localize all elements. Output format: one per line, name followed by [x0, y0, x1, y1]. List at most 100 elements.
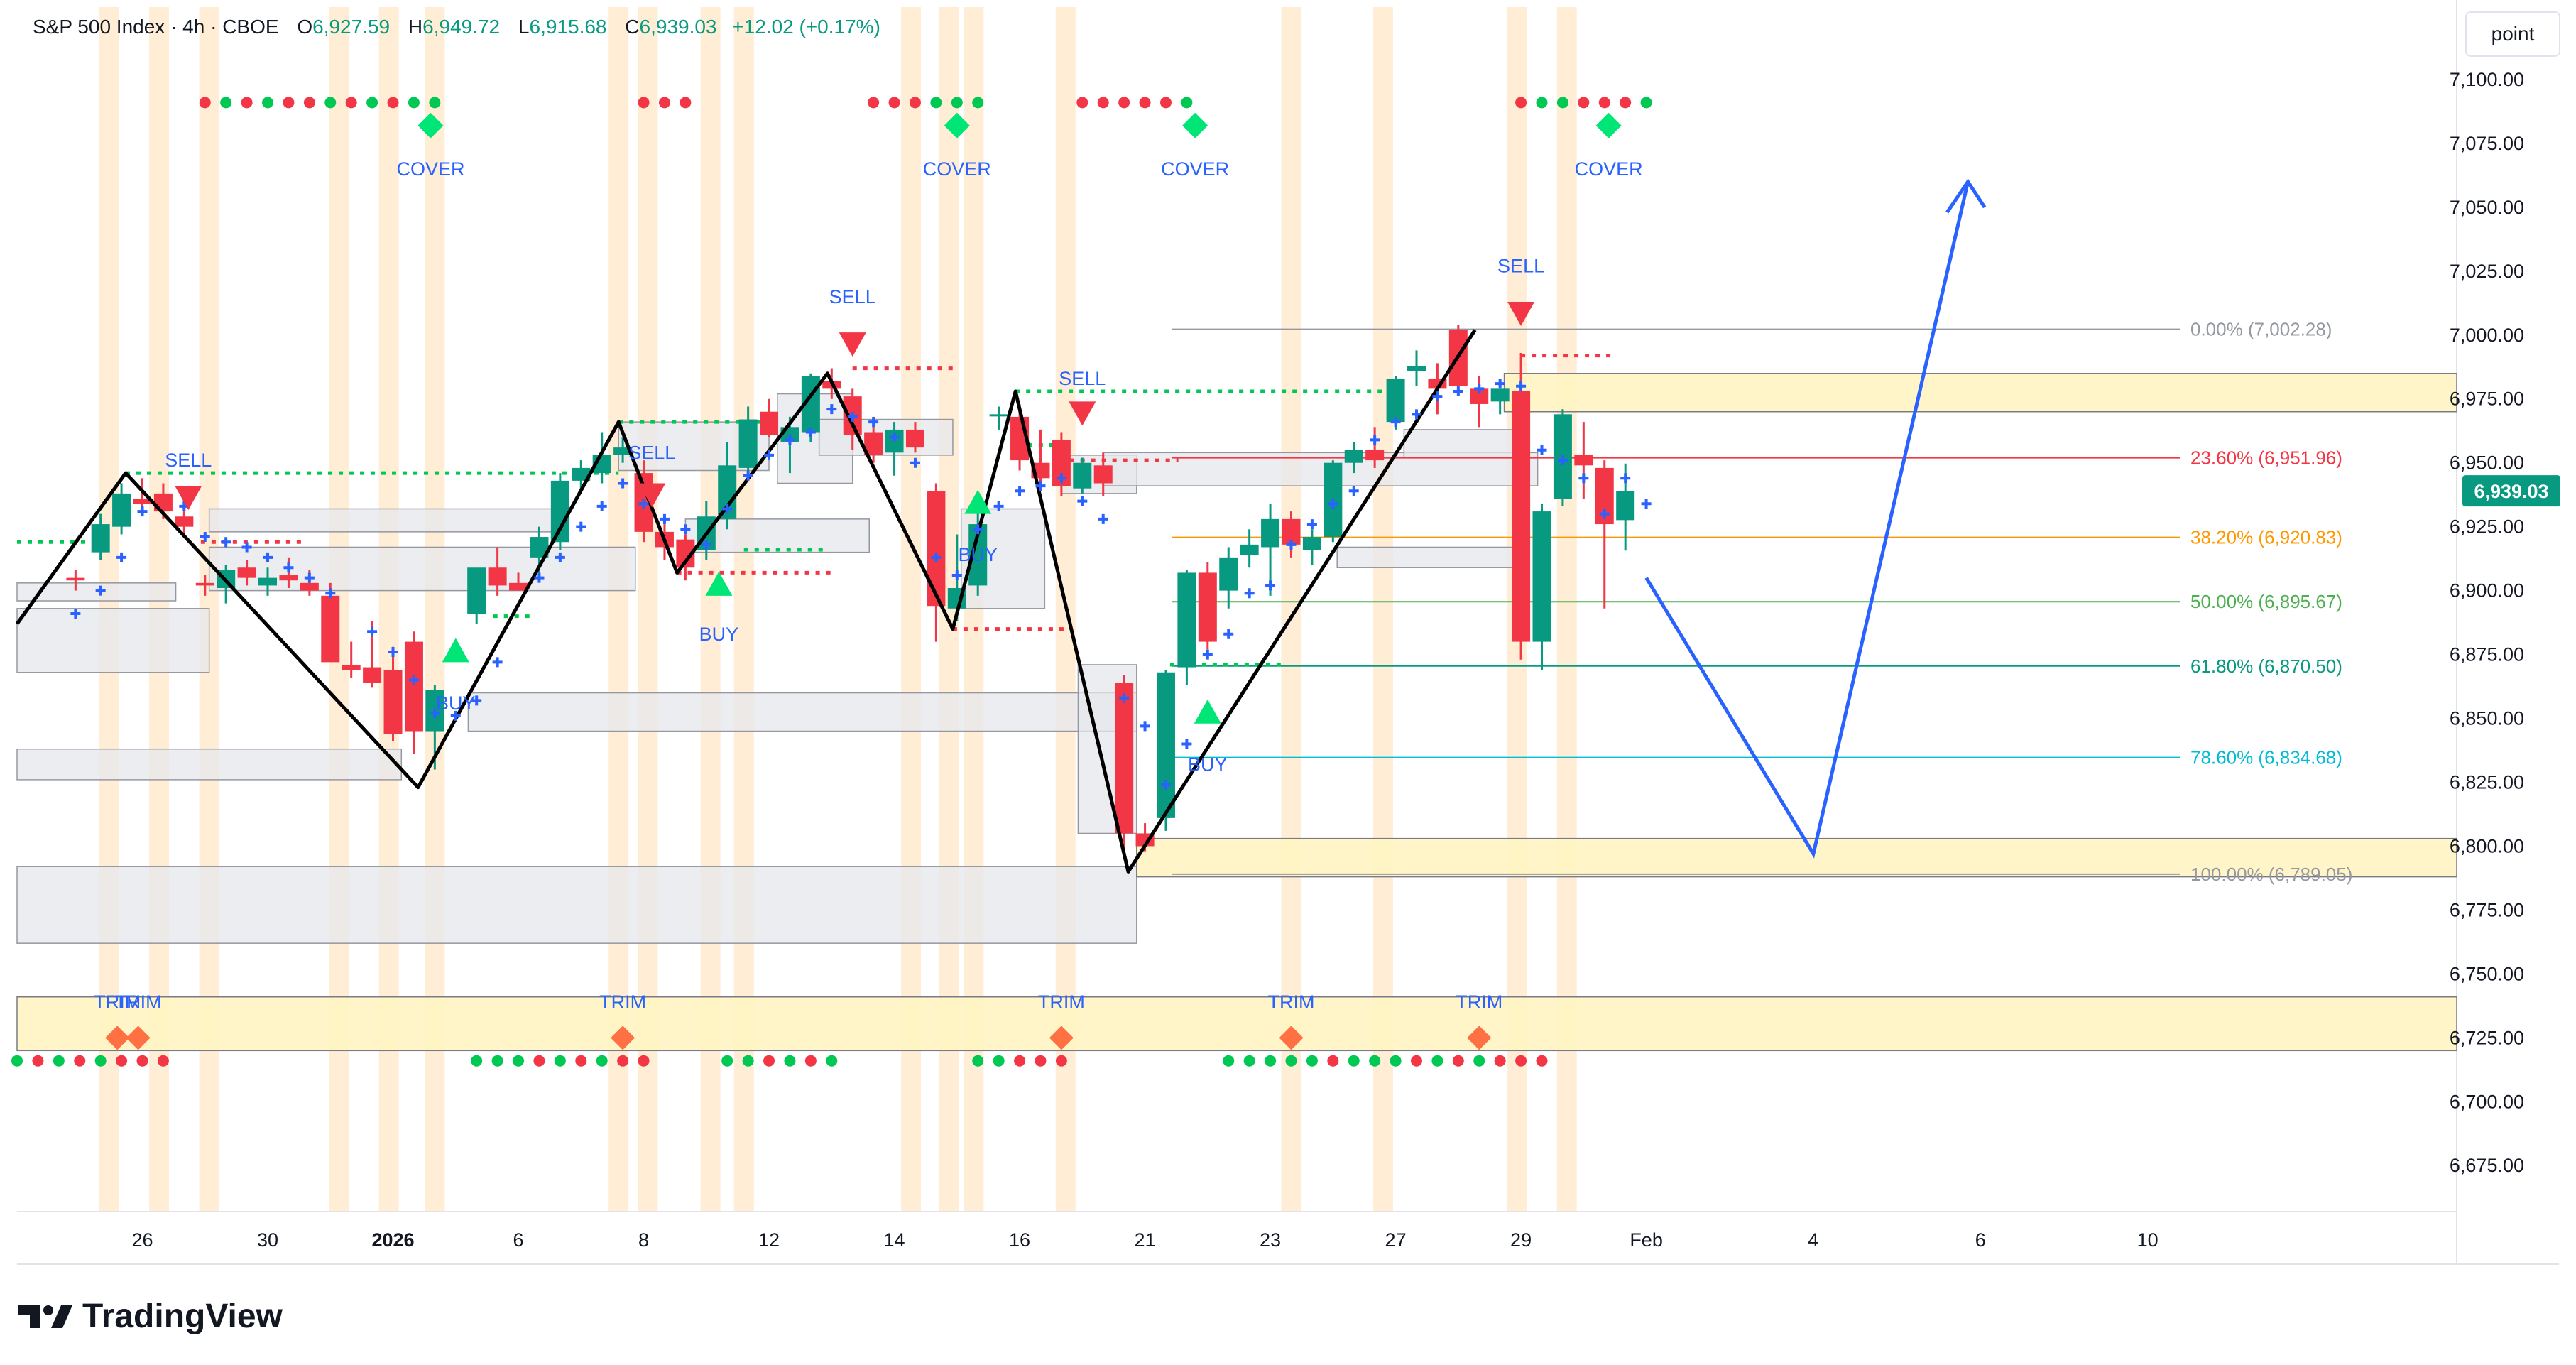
candle-down — [195, 582, 214, 586]
trend-plus — [1286, 539, 1297, 550]
candle-up — [1532, 511, 1551, 642]
trend-plus — [304, 572, 315, 583]
zigzag — [15, 329, 1477, 874]
red-dot — [136, 1055, 148, 1067]
green-dot — [993, 1055, 1005, 1067]
red-dot — [1097, 97, 1109, 109]
trend-plus — [805, 427, 816, 437]
red-dot — [763, 1055, 775, 1067]
trim-diamond — [126, 1026, 151, 1050]
fib-level-label: 100.00% (6,789.05) — [2190, 864, 2352, 885]
trend-plus-markers — [70, 379, 1652, 790]
trend-plus — [408, 675, 419, 685]
y-tick-label: 6,700.00 — [2450, 1091, 2524, 1112]
candle-down — [1470, 388, 1489, 404]
trend-plus — [722, 504, 733, 514]
close-value: 6,939.03 — [639, 16, 717, 38]
trend-plus — [1411, 409, 1421, 420]
trend-plus — [868, 417, 879, 428]
candle-up — [1407, 365, 1426, 371]
open-label: O — [297, 16, 313, 38]
green-dot — [951, 97, 963, 109]
trend-plus — [1370, 435, 1380, 445]
gray-zone — [208, 508, 561, 533]
sell-triangle — [1507, 302, 1535, 327]
green-dot — [408, 97, 420, 109]
red-dot — [1515, 1055, 1527, 1067]
sell-label: SELL — [829, 286, 876, 308]
buy-triangle — [1194, 699, 1221, 724]
red-dot — [1578, 97, 1590, 109]
green-dot — [262, 97, 274, 109]
trend-plus — [1495, 379, 1505, 389]
trend-plus — [1077, 496, 1088, 506]
trend-plus — [910, 457, 920, 468]
trend-plus — [889, 432, 900, 442]
candle-up — [738, 419, 758, 468]
trend-plus — [1265, 580, 1276, 591]
red-dot — [1159, 97, 1172, 109]
green-dot — [1348, 1055, 1360, 1067]
y-tick-label: 6,850.00 — [2450, 708, 2524, 729]
red-dot — [638, 1055, 650, 1067]
trend-plus — [1328, 499, 1338, 509]
trend-plus — [95, 585, 106, 596]
red-dot — [804, 1055, 817, 1067]
red-dot — [1327, 1055, 1339, 1067]
red-dot — [199, 97, 211, 109]
signal-dot-rows — [11, 97, 1652, 1067]
x-tick-label: 23 — [1260, 1229, 1281, 1251]
x-tick-label: 12 — [758, 1229, 780, 1251]
green-dot — [1223, 1055, 1235, 1067]
trend-plus — [137, 506, 148, 517]
candle-down — [300, 582, 319, 591]
red-dot — [1410, 1055, 1422, 1067]
sell-triangle — [839, 332, 866, 357]
low-label: L — [518, 16, 530, 38]
green-dot — [1556, 97, 1568, 109]
candle-up — [112, 493, 131, 527]
y-tick-label: 6,975.00 — [2450, 388, 2524, 410]
trend-plus — [659, 513, 670, 524]
sell-label: SELL — [1497, 256, 1544, 277]
candle-down — [927, 491, 946, 607]
projection-path — [1644, 178, 1987, 859]
candle-up — [1386, 378, 1405, 423]
tradingview-logo[interactable]: TradingView — [18, 1297, 283, 1336]
trim-label: TRIM — [1038, 991, 1085, 1013]
red-dot — [868, 97, 880, 109]
buy-label: BUY — [699, 624, 739, 645]
fib-level-label: 0.00% (7,002.28) — [2190, 319, 2332, 340]
buy-label: BUY — [1188, 754, 1228, 775]
buy-triangle — [705, 571, 733, 596]
trend-plus — [618, 478, 628, 489]
candle-up — [1219, 557, 1238, 591]
trim-diamond — [611, 1026, 635, 1050]
yellow-zone — [16, 996, 2457, 1052]
green-dot — [1181, 97, 1193, 109]
candle-down — [133, 499, 152, 504]
green-dot — [1640, 97, 1652, 109]
trim-diamond — [1049, 1026, 1074, 1050]
red-dot — [533, 1055, 545, 1067]
red-dot — [1452, 1055, 1464, 1067]
trend-plus — [680, 524, 691, 535]
red-dot — [1076, 97, 1088, 109]
cover-label: COVER — [923, 158, 991, 180]
trend-plus — [931, 552, 942, 562]
red-dot — [116, 1055, 128, 1067]
y-tick-label: 6,800.00 — [2450, 835, 2524, 856]
trim-label: TRIM — [1456, 991, 1502, 1013]
candle-down — [1574, 455, 1593, 466]
fib-retracement: 0.00% (7,002.28) 23.60% (6,951.96) 38.20% … — [1172, 319, 2352, 885]
red-dot — [1620, 97, 1632, 109]
candle-up — [1616, 491, 1635, 521]
green-dot — [972, 97, 984, 109]
trend-plus — [785, 435, 795, 445]
symbol-title: S&P 500 Index · 4h · CBOE — [33, 16, 279, 38]
green-dot — [94, 1055, 107, 1067]
red-dot — [1536, 1055, 1548, 1067]
unit-button[interactable]: point — [2465, 11, 2560, 57]
trend-plus — [701, 539, 711, 550]
